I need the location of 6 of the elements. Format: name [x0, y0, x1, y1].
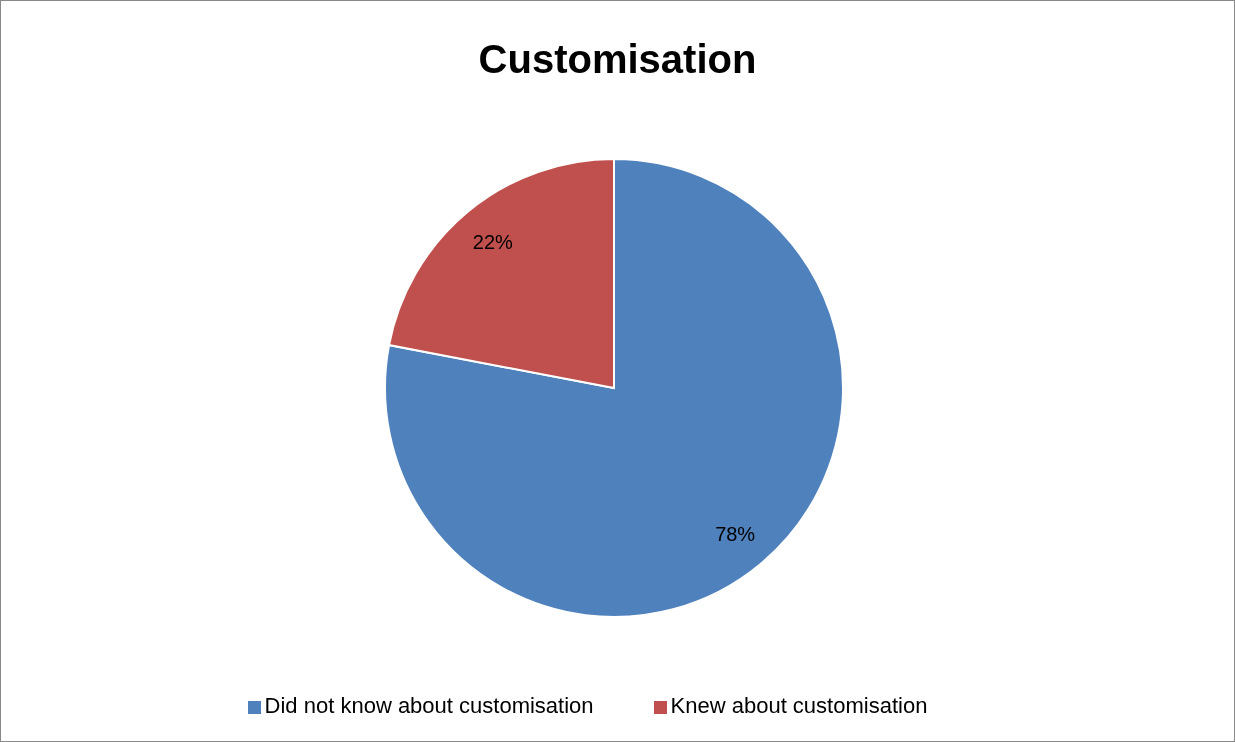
- pie-slice: [384, 158, 844, 618]
- data-label: 22%: [472, 230, 514, 253]
- chart-title: Customisation: [477, 37, 758, 82]
- legend-label: Knew about customisation: [670, 693, 928, 718]
- legend-label: Did not know about customisation: [264, 693, 594, 718]
- data-label: 78%: [715, 523, 756, 546]
